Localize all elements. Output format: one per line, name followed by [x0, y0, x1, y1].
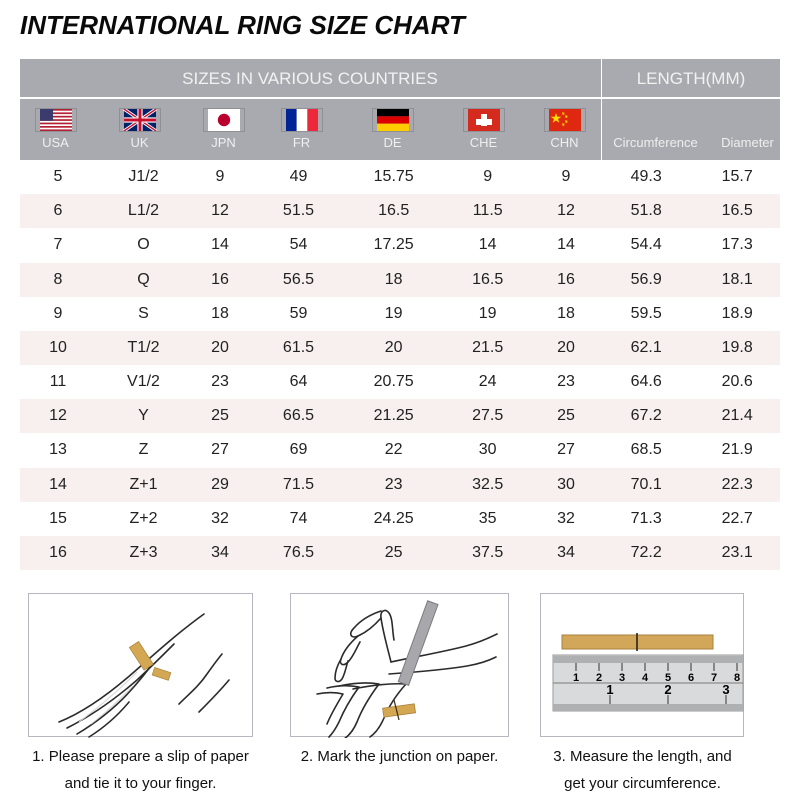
svg-text:4: 4	[642, 672, 649, 684]
svg-text:3: 3	[619, 672, 625, 684]
svg-text:3: 3	[722, 682, 729, 697]
svg-text:2: 2	[664, 682, 671, 697]
svg-text:7: 7	[711, 672, 717, 684]
svg-text:8: 8	[734, 672, 740, 684]
svg-text:1: 1	[606, 682, 613, 697]
svg-text:2: 2	[596, 672, 602, 684]
svg-text:1: 1	[573, 672, 579, 684]
svg-text:6: 6	[688, 672, 694, 684]
